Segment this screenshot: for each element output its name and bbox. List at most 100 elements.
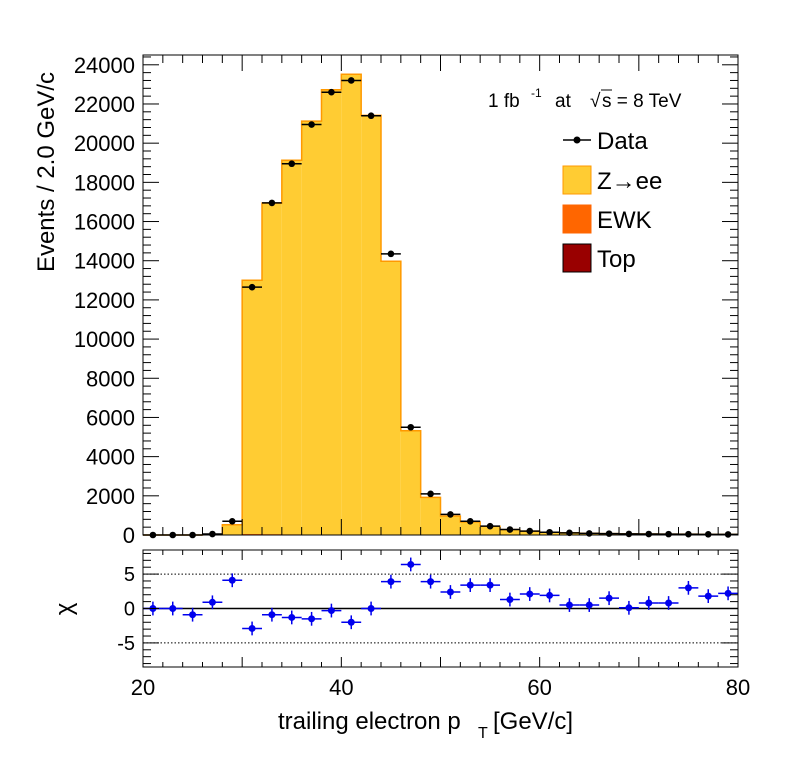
data-point (725, 531, 732, 538)
chi-point (526, 591, 533, 598)
chi-point (229, 577, 236, 584)
y-tick-label: 0 (123, 523, 135, 548)
zee-bar (282, 160, 302, 535)
zee-bar (421, 497, 441, 535)
y-tick-label: 14000 (74, 249, 135, 274)
y-tick-label: 4000 (86, 445, 135, 470)
x-tick-label: 20 (131, 675, 155, 700)
chi-point (467, 582, 474, 589)
lumi-exponent: -1 (531, 86, 542, 100)
chi-point (209, 599, 216, 606)
legend-label-data: Data (597, 128, 648, 155)
zee-bar (361, 115, 381, 535)
chi-point (645, 599, 652, 606)
y-tick-label: 2000 (86, 484, 135, 509)
chi-point (705, 593, 712, 600)
legend-swatch-zee (563, 166, 591, 194)
data-point (665, 531, 672, 538)
zee-bar (222, 525, 242, 535)
data-point (348, 77, 355, 84)
data-point (447, 511, 454, 518)
data-point (586, 530, 593, 537)
data-point (626, 531, 633, 538)
data-point (467, 518, 474, 525)
zee-bar (441, 516, 461, 535)
legend-label-ewk: EWK (597, 207, 652, 234)
main-plot-frame (143, 55, 738, 535)
legend-entry-top: Top (563, 244, 636, 273)
x-axis-label-sub: T (478, 725, 488, 742)
chi-point (725, 590, 732, 597)
y-tick-label: 8000 (86, 366, 135, 391)
chi-point (566, 602, 573, 609)
y-tick-label: 18000 (74, 170, 135, 195)
legend-label-zee: Z→ee (597, 168, 662, 195)
chi-point (348, 619, 355, 626)
zee-bar (242, 280, 262, 535)
y-tick-label: 16000 (74, 210, 135, 235)
zee-bar (341, 74, 361, 535)
data-point (685, 531, 692, 538)
y-tick-label: 24000 (74, 53, 135, 78)
ratio-y-axis-label: χ (51, 602, 78, 615)
x-axis-label-main: trailing electron p (278, 708, 461, 735)
lumi-text: 1 fb (488, 91, 520, 112)
chi-point (328, 607, 335, 614)
x-tick-label: 40 (329, 675, 353, 700)
data-point (606, 530, 613, 537)
y-tick-label: 10000 (74, 327, 135, 352)
sqrt-symbol: √ (590, 91, 601, 112)
chi-point (288, 614, 295, 621)
y-tick-label: 6000 (86, 405, 135, 430)
chi-point (606, 595, 613, 602)
lumi-at: at (555, 91, 572, 112)
data-point (645, 531, 652, 538)
y-axis-label: Events / 2.0 GeV/c (33, 72, 60, 272)
chi-point (487, 582, 494, 589)
data-point (705, 531, 712, 538)
data-point (308, 121, 315, 128)
chi-point (586, 602, 593, 609)
data-point (249, 284, 256, 291)
legend-swatch-top (563, 244, 591, 272)
data-point (388, 251, 395, 258)
chi-point (427, 578, 434, 585)
chi-point (685, 584, 692, 591)
zee-bar (401, 431, 421, 535)
data-point (487, 523, 494, 530)
legend-data-marker (574, 137, 581, 144)
chi-point (506, 596, 513, 603)
x-tick-label: 80 (726, 675, 750, 700)
data-point (288, 160, 295, 167)
chi-point (368, 605, 375, 612)
data-point (427, 491, 434, 498)
x-axis-label-unit: [GeV/c] (493, 708, 573, 735)
ratio-y-tick-label: 5 (124, 564, 135, 586)
x-tick-label: 60 (527, 675, 551, 700)
ratio-y-tick-label: 0 (124, 599, 135, 621)
y-tick-label: 12000 (74, 288, 135, 313)
data-point (368, 112, 375, 119)
chi-point (407, 561, 414, 568)
data-point (209, 531, 216, 538)
chi-point (249, 625, 256, 632)
energy-text: s = 8 TeV (602, 91, 682, 112)
chi-point (387, 578, 394, 585)
chi-point (546, 592, 553, 599)
zee-bar (381, 261, 401, 535)
chi-point (665, 599, 672, 606)
data-point (328, 89, 335, 96)
y-tick-label: 20000 (74, 131, 135, 156)
data-point (507, 526, 514, 533)
chi-point (268, 611, 275, 618)
chi-point (308, 615, 315, 622)
chi-point (169, 605, 176, 612)
x-axis-label: trailing electron p T [GeV/c] (278, 708, 573, 742)
data-point (229, 518, 236, 525)
data-point (269, 200, 276, 207)
y-tick-label: 22000 (74, 92, 135, 117)
legend-swatch-ewk (563, 205, 591, 233)
